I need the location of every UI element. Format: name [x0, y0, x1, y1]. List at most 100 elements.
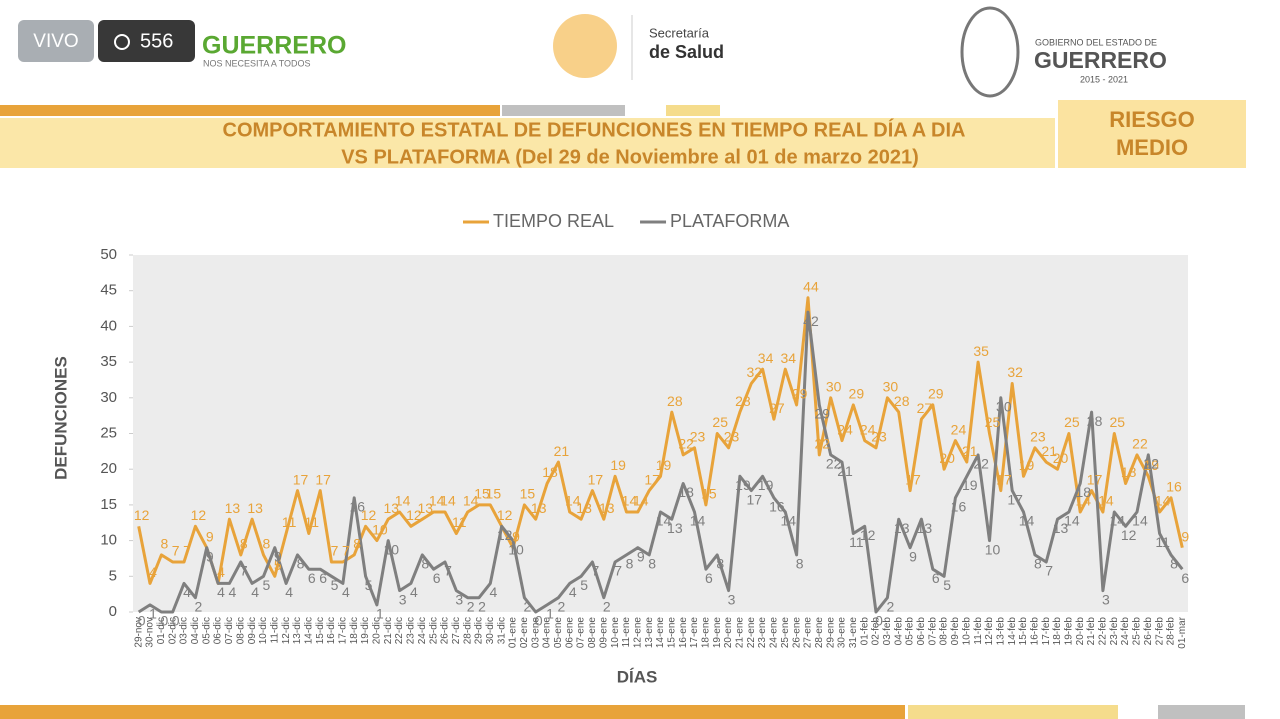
x-tick-label: 28-dic — [462, 617, 473, 644]
data-label: 16 — [349, 498, 365, 514]
legend-label: TIEMPO REAL — [493, 211, 614, 231]
x-tick-label: 26-feb — [1143, 617, 1154, 646]
x-tick-label: 16-dic — [326, 617, 337, 644]
data-label: 14 — [463, 493, 479, 509]
data-label: 5 — [263, 577, 271, 593]
chart-title: COMPORTAMIENTO ESTATAL DE DEFUNCIONES EN… — [223, 118, 966, 141]
x-tick-label: 24-dic — [417, 617, 428, 644]
brand: GUERRERO — [202, 32, 346, 60]
x-tick-label: 15-feb — [1018, 617, 1029, 646]
logo — [553, 14, 617, 78]
y-tick-label: 15 — [100, 496, 117, 513]
data-label: 9 — [274, 548, 282, 564]
x-tick-label: 22-ene — [746, 617, 757, 649]
x-tick-label: 16-feb — [1029, 617, 1040, 646]
x-tick-label: 04-feb — [893, 617, 904, 646]
x-tick-label: 27-dic — [451, 617, 462, 644]
data-label: 42 — [803, 313, 819, 329]
data-label: 25 — [985, 414, 1001, 430]
data-label: 7 — [614, 563, 622, 579]
x-tick-label: 04-ene — [542, 617, 553, 649]
data-label: 6 — [705, 570, 713, 586]
data-label: 13 — [531, 500, 547, 516]
data-label: 9 — [637, 548, 645, 564]
x-tick-label: 20-feb — [1075, 617, 1086, 646]
data-label: 6 — [433, 570, 441, 586]
bar-decor — [908, 705, 1118, 719]
y-tick-label: 20 — [100, 460, 117, 477]
y-tick-label: 10 — [100, 532, 117, 549]
data-label: 7 — [172, 543, 180, 559]
data-label: 34 — [780, 350, 796, 366]
data-label: 7 — [331, 543, 339, 559]
x-tick-label: 17-feb — [1041, 617, 1052, 646]
x-tick-label: 18-ene — [701, 617, 712, 649]
x-tick-label: 26-ene — [791, 617, 802, 649]
data-label: 8 — [716, 556, 724, 572]
data-label: 14 — [633, 493, 649, 509]
data-label: 17 — [996, 471, 1012, 487]
x-tick-label: 17-ene — [689, 617, 700, 649]
x-tick-label: 05-feb — [905, 617, 916, 646]
x-tick-label: 29-ene — [825, 617, 836, 649]
x-tick-label: 31-dic — [496, 617, 507, 644]
data-label: 12 — [497, 527, 513, 543]
x-tick-label: 01-feb — [859, 617, 870, 646]
data-label: 28 — [667, 393, 683, 409]
data-label: 17 — [644, 471, 660, 487]
viewer-badge — [98, 20, 195, 62]
data-label: 25 — [712, 414, 728, 430]
data-label: 35 — [973, 343, 989, 359]
x-tick-label: 16-ene — [678, 617, 689, 649]
data-label: 18 — [1121, 464, 1137, 480]
data-label: 14 — [622, 493, 638, 509]
data-label: 5 — [331, 577, 339, 593]
data-label: 28 — [1087, 413, 1103, 429]
x-tick-label: 19-ene — [712, 617, 723, 649]
x-tick-label: 25-feb — [1132, 617, 1143, 646]
risk-box — [1058, 100, 1246, 168]
y-tick-label: 0 — [109, 603, 117, 620]
data-label: 19 — [735, 477, 751, 493]
data-label: 22 — [678, 436, 694, 452]
data-label: 30 — [883, 379, 899, 395]
x-axis-label: DÍAS — [617, 667, 658, 686]
data-label: 23 — [1030, 428, 1046, 444]
data-label: 7 — [592, 563, 600, 579]
data-label: 0 — [160, 613, 168, 629]
x-tick-label: 01-ene — [508, 617, 519, 649]
viewer-count: 556 — [140, 30, 173, 52]
x-tick-label: 13-feb — [995, 617, 1006, 646]
live-text: VIVO — [33, 31, 78, 52]
data-label: 2 — [603, 598, 611, 614]
risk-text: RIESGO — [1109, 107, 1195, 132]
data-label: 4 — [342, 584, 350, 600]
data-label: 24 — [860, 421, 876, 437]
data-label: 14 — [395, 493, 411, 509]
data-label: 28 — [735, 393, 751, 409]
data-label: 29 — [815, 406, 831, 422]
data-label: 22 — [973, 456, 989, 472]
data-label: 15 — [701, 486, 717, 502]
data-label: 12 — [134, 507, 150, 523]
data-label: 34 — [758, 350, 774, 366]
y-tick-label: 30 — [100, 389, 117, 406]
data-label: 25 — [1109, 414, 1125, 430]
data-label: 29 — [849, 386, 865, 402]
data-label: 21 — [837, 463, 853, 479]
data-label: 5 — [365, 577, 373, 593]
y-tick-label: 5 — [109, 567, 117, 584]
data-label: 2 — [478, 598, 486, 614]
x-tick-label: 25-dic — [428, 617, 439, 644]
data-label: 19 — [610, 457, 626, 473]
x-tick-label: 03-feb — [882, 617, 893, 646]
x-tick-label: 07-dic — [224, 617, 235, 644]
data-label: 7 — [240, 563, 248, 579]
gobierno: GOBIERNO DEL ESTADO DE — [1035, 37, 1157, 47]
data-label: 9 — [909, 548, 917, 564]
data-label: 30 — [996, 399, 1012, 415]
x-tick-label: 10-ene — [610, 617, 621, 649]
data-label: 9 — [512, 528, 520, 544]
data-label: 14 — [1019, 513, 1035, 529]
x-tick-label: 07-ene — [576, 617, 587, 649]
